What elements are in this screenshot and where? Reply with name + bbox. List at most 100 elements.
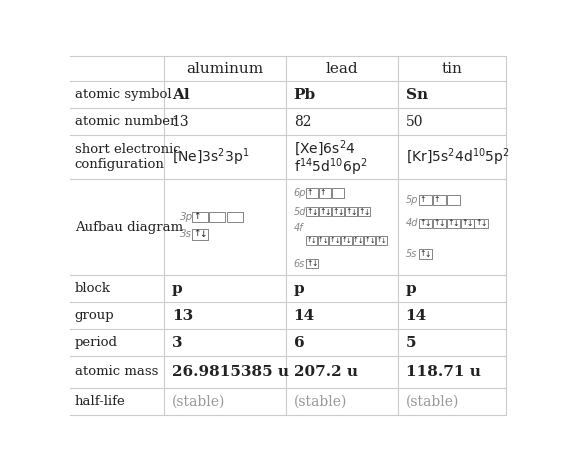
Text: ↑: ↑ bbox=[365, 237, 370, 243]
Text: Aufbau diagram: Aufbau diagram bbox=[75, 220, 183, 233]
Text: ↓: ↓ bbox=[311, 208, 318, 217]
Text: half-life: half-life bbox=[75, 395, 125, 408]
Text: ↓: ↓ bbox=[425, 250, 431, 259]
Text: ↓: ↓ bbox=[346, 238, 351, 244]
Text: ↑: ↑ bbox=[318, 237, 324, 243]
Bar bbox=[306, 188, 318, 198]
Text: lead: lead bbox=[325, 62, 358, 75]
Bar bbox=[345, 207, 357, 216]
Text: ↑: ↑ bbox=[306, 259, 312, 267]
Bar bbox=[306, 207, 318, 216]
Text: Pb: Pb bbox=[294, 88, 316, 102]
Text: 4d: 4d bbox=[406, 218, 418, 228]
Text: ↓: ↓ bbox=[311, 260, 318, 268]
Text: group: group bbox=[75, 309, 114, 322]
Text: (stable): (stable) bbox=[172, 394, 225, 408]
Text: short electronic
configuration: short electronic configuration bbox=[75, 143, 180, 171]
Text: 6s: 6s bbox=[294, 259, 305, 268]
Text: ↑: ↑ bbox=[353, 237, 359, 243]
Bar bbox=[433, 195, 446, 205]
Text: ↑: ↑ bbox=[419, 218, 426, 227]
Text: 5p: 5p bbox=[406, 195, 418, 205]
Text: ↑: ↑ bbox=[419, 195, 426, 204]
Text: ↑: ↑ bbox=[319, 188, 326, 197]
Text: ↓: ↓ bbox=[351, 208, 357, 217]
Bar bbox=[226, 212, 243, 222]
Bar bbox=[447, 219, 460, 228]
Text: p: p bbox=[294, 281, 304, 295]
Text: ↓: ↓ bbox=[481, 219, 487, 228]
Bar bbox=[419, 219, 432, 228]
Text: $\mathregular{f^{14}5d^{10}6p^2}$: $\mathregular{f^{14}5d^{10}6p^2}$ bbox=[294, 156, 367, 178]
Text: 5s: 5s bbox=[406, 249, 417, 259]
Text: ↓: ↓ bbox=[369, 238, 375, 244]
Text: ↑: ↑ bbox=[358, 207, 365, 216]
Bar bbox=[341, 236, 352, 245]
Text: $\mathregular{[Kr]5s^24d^{10}5p^2}$: $\mathregular{[Kr]5s^24d^{10}5p^2}$ bbox=[406, 146, 510, 168]
Text: period: period bbox=[75, 336, 117, 349]
Text: 118.71 u: 118.71 u bbox=[406, 365, 481, 379]
Text: ↑: ↑ bbox=[342, 237, 347, 243]
Bar bbox=[319, 207, 331, 216]
Text: ↓: ↓ bbox=[364, 208, 370, 217]
Text: ↓: ↓ bbox=[334, 238, 340, 244]
Text: ↓: ↓ bbox=[466, 219, 473, 228]
Text: ↓: ↓ bbox=[200, 230, 207, 239]
Text: tin: tin bbox=[441, 62, 462, 75]
Bar bbox=[306, 259, 318, 268]
Text: ↑: ↑ bbox=[332, 207, 339, 216]
Text: 82: 82 bbox=[294, 115, 311, 129]
Text: ↑: ↑ bbox=[319, 207, 326, 216]
Text: ↓: ↓ bbox=[323, 238, 328, 244]
Text: ↑: ↑ bbox=[475, 218, 482, 227]
Text: (stable): (stable) bbox=[406, 394, 459, 408]
Text: 14: 14 bbox=[406, 308, 427, 322]
Text: atomic number: atomic number bbox=[75, 115, 176, 128]
Bar bbox=[419, 195, 432, 205]
Text: ↑: ↑ bbox=[377, 237, 382, 243]
Text: atomic symbol: atomic symbol bbox=[75, 88, 171, 101]
Bar bbox=[209, 212, 225, 222]
Text: p: p bbox=[172, 281, 182, 295]
Text: 26.9815385 u: 26.9815385 u bbox=[172, 365, 289, 379]
Bar bbox=[447, 195, 460, 205]
Bar bbox=[306, 236, 317, 245]
Text: (stable): (stable) bbox=[294, 394, 347, 408]
Bar bbox=[192, 212, 208, 222]
Text: $\mathregular{[Ne]3s^23p^1}$: $\mathregular{[Ne]3s^23p^1}$ bbox=[172, 146, 250, 168]
Bar bbox=[329, 236, 340, 245]
Text: ↑: ↑ bbox=[419, 249, 426, 258]
Text: 13: 13 bbox=[172, 115, 189, 129]
Text: 3s: 3s bbox=[180, 229, 192, 239]
Text: ↑: ↑ bbox=[330, 237, 336, 243]
Bar bbox=[460, 219, 474, 228]
Text: ↓: ↓ bbox=[324, 208, 331, 217]
Text: ↑: ↑ bbox=[433, 218, 439, 227]
Text: ↑: ↑ bbox=[461, 218, 468, 227]
Text: ↓: ↓ bbox=[311, 238, 316, 244]
Text: 4f: 4f bbox=[294, 223, 303, 233]
Text: 5d: 5d bbox=[294, 206, 306, 217]
Text: ↓: ↓ bbox=[357, 238, 363, 244]
Text: ↑: ↑ bbox=[447, 218, 454, 227]
Text: ↑: ↑ bbox=[306, 237, 312, 243]
Text: Sn: Sn bbox=[406, 88, 428, 102]
Text: ↓: ↓ bbox=[453, 219, 459, 228]
Text: 3: 3 bbox=[172, 336, 182, 350]
Bar bbox=[358, 207, 370, 216]
Text: aluminum: aluminum bbox=[187, 62, 264, 75]
Text: ↓: ↓ bbox=[439, 219, 445, 228]
Bar bbox=[364, 236, 375, 245]
Bar bbox=[474, 219, 487, 228]
Text: ↓: ↓ bbox=[425, 219, 431, 228]
Text: atomic mass: atomic mass bbox=[75, 365, 158, 378]
Text: 14: 14 bbox=[294, 308, 315, 322]
Bar bbox=[433, 219, 446, 228]
Bar bbox=[352, 236, 364, 245]
Text: 5: 5 bbox=[406, 336, 416, 350]
Bar bbox=[332, 207, 344, 216]
Bar bbox=[419, 249, 432, 259]
Text: ↑: ↑ bbox=[306, 188, 312, 197]
Text: 6: 6 bbox=[294, 336, 304, 350]
Bar bbox=[332, 188, 344, 198]
